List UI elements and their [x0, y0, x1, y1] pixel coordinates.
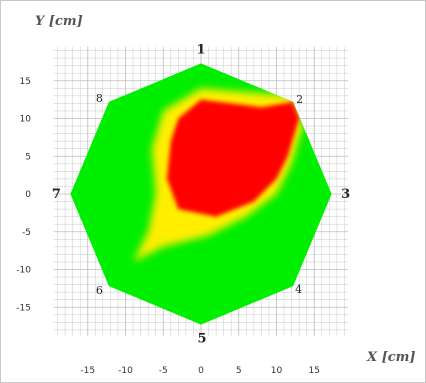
x-tick-label: -5	[159, 366, 168, 376]
x-tick-label: 10	[271, 366, 283, 376]
y-tick-label: 10	[20, 115, 32, 125]
x-tick-label: -15	[80, 366, 95, 376]
hot-region	[167, 99, 300, 217]
y-axis-title: Y [cm]	[35, 14, 83, 29]
y-tick-label: 15	[20, 77, 31, 87]
y-tick-label: -5	[22, 228, 31, 238]
x-tick-label: 15	[309, 366, 320, 376]
y-tick-label: -10	[16, 266, 31, 276]
vertex-label-8: 8	[96, 92, 103, 105]
x-axis-title: X [cm]	[366, 350, 416, 365]
y-tick-label: 0	[25, 190, 31, 200]
y-tick-label: 5	[25, 152, 31, 162]
vertex-label-3: 3	[341, 187, 350, 202]
x-tick-label: -10	[118, 366, 133, 376]
vertex-label-2: 2	[296, 93, 303, 106]
vertex-label-4: 4	[295, 283, 302, 296]
x-tick-label: 0	[198, 366, 204, 376]
x-tick-label: 5	[236, 366, 242, 376]
vertex-label-1: 1	[196, 42, 205, 57]
intensity-layers	[133, 88, 303, 262]
y-tick-label: -15	[16, 303, 31, 313]
vertex-label-6: 6	[96, 284, 103, 297]
vertex-label-7: 7	[52, 187, 61, 202]
vertex-label-5: 5	[197, 332, 206, 347]
